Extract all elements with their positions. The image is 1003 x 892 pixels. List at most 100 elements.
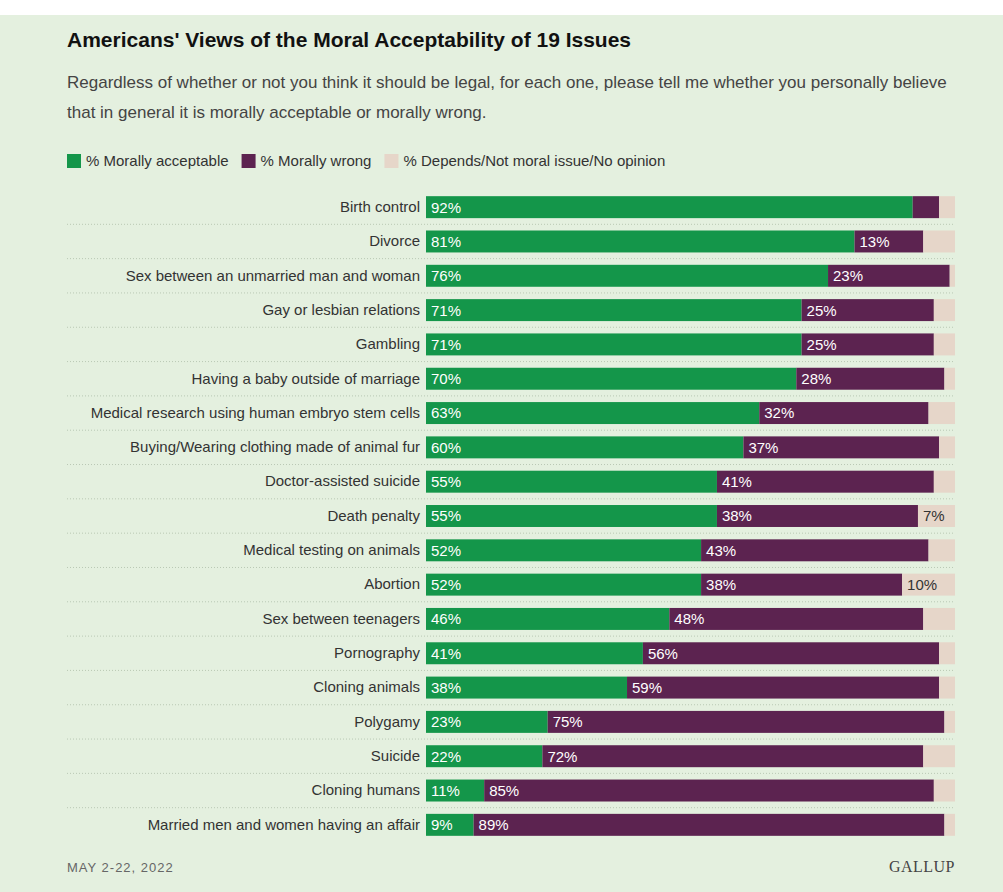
tick: Pornography — [334, 644, 426, 661]
bar — [802, 333, 934, 355]
subtitle-line: Regardless of whether or not you think i… — [67, 73, 947, 92]
bar — [913, 196, 939, 218]
row-separator — [67, 327, 955, 328]
bar — [643, 642, 939, 664]
tick: Gay or lesbian relations — [262, 301, 426, 318]
bar — [950, 265, 955, 287]
tick: Death penalty — [327, 507, 426, 524]
tick-label: Medical testing on animals — [243, 541, 420, 558]
tick-label: Sex between an unmarried man and woman — [126, 267, 420, 284]
row-separator — [67, 773, 955, 774]
bar — [828, 265, 950, 287]
tick-label: Gay or lesbian relations — [262, 301, 420, 318]
bar — [426, 539, 701, 561]
data-label: 52% — [431, 576, 461, 593]
tick: Sex between teenagers — [262, 610, 426, 627]
tick-label: Cloning humans — [312, 781, 420, 798]
tick: Doctor-assisted suicide — [265, 472, 426, 489]
tick-label: Birth control — [340, 198, 420, 215]
data-label: 92% — [431, 199, 461, 216]
bar — [426, 230, 854, 252]
bar — [426, 608, 669, 630]
row-separator — [67, 292, 955, 293]
bar — [426, 196, 913, 218]
bar — [426, 299, 802, 321]
bar — [474, 814, 945, 836]
bar — [854, 230, 923, 252]
row-separator — [67, 704, 955, 705]
tick: Divorce — [369, 232, 426, 249]
tick: Suicide — [371, 747, 426, 764]
row-separator — [67, 601, 955, 602]
data-label: 32% — [764, 404, 794, 421]
data-label: 25% — [807, 302, 837, 319]
data-label: 7% — [923, 507, 945, 524]
tick: Having a baby outside of marriage — [192, 370, 426, 387]
row-separator — [67, 739, 955, 740]
data-label: 22% — [431, 748, 461, 765]
data-label: 43% — [706, 542, 736, 559]
data-label: 85% — [489, 782, 519, 799]
tick: Cloning animals — [313, 678, 426, 695]
data-label: 13% — [859, 233, 889, 250]
row-separator — [67, 807, 955, 808]
row-separator — [67, 464, 955, 465]
series-bars — [902, 196, 955, 836]
data-label: 56% — [648, 645, 678, 662]
bar — [717, 505, 918, 527]
subtitle-line: that in general it is morally acceptable… — [67, 103, 487, 122]
tick: Cloning humans — [312, 781, 426, 798]
series-bars — [474, 196, 950, 836]
legend-swatch — [242, 154, 256, 168]
legend-swatch — [384, 154, 398, 168]
row-separator — [67, 636, 955, 637]
data-label: 46% — [431, 610, 461, 627]
data-label: 37% — [748, 439, 778, 456]
bar — [701, 574, 902, 596]
legend-label: % Morally wrong — [261, 152, 372, 169]
source: GALLUP — [889, 858, 955, 875]
data-label: 23% — [431, 713, 461, 730]
data-label: 52% — [431, 542, 461, 559]
legend-swatch — [67, 154, 81, 168]
tick: Sex between an unmarried man and woman — [126, 267, 426, 284]
row-separator — [67, 258, 955, 259]
data-label: 59% — [632, 679, 662, 696]
bar — [426, 677, 627, 699]
data-label: 70% — [431, 370, 461, 387]
data-label: 71% — [431, 336, 461, 353]
tick: Medical testing on animals — [243, 541, 426, 558]
row-separator — [67, 533, 955, 534]
legend: % Morally acceptable% Morally wrong% Dep… — [67, 152, 665, 169]
bar — [929, 539, 955, 561]
subtitle: Regardless of whether or not you think i… — [67, 73, 947, 122]
bar — [627, 677, 939, 699]
bar — [426, 333, 802, 355]
bar — [426, 642, 643, 664]
bar — [426, 574, 701, 596]
tick: Married men and women having an affair — [148, 816, 426, 833]
bar — [939, 196, 955, 218]
bar — [923, 745, 955, 767]
data-label: 76% — [431, 267, 461, 284]
row-separator — [67, 670, 955, 671]
bar — [934, 780, 955, 802]
tick-label: Suicide — [371, 747, 420, 764]
tick-label: Polygamy — [354, 713, 420, 730]
bar — [717, 471, 934, 493]
tick: Gambling — [356, 335, 426, 352]
bar — [426, 505, 717, 527]
tick-label: Cloning animals — [313, 678, 420, 695]
data-label: 89% — [479, 816, 509, 833]
bar — [934, 333, 955, 355]
y-axis: Birth control Divorce Sex between an unmar… — [91, 198, 426, 833]
background — [0, 0, 1003, 892]
row-separator — [67, 430, 955, 431]
bar — [426, 745, 542, 767]
bar — [484, 780, 934, 802]
data-label: 55% — [431, 507, 461, 524]
tick: Buying/Wearing clothing made of animal f… — [130, 438, 426, 455]
bar — [701, 539, 928, 561]
row-separator — [67, 361, 955, 362]
row-separator — [67, 395, 955, 396]
